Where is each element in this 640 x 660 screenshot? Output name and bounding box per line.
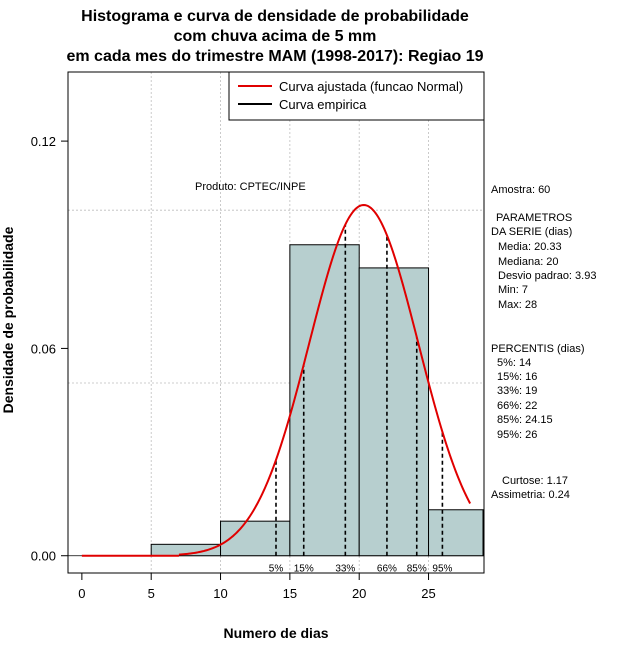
chart-title: Histograma e curva de densidade de proba… <box>66 8 483 65</box>
x-tick-label-5: 25 <box>421 586 435 601</box>
title-line-1: Histograma e curva de densidade de proba… <box>81 8 469 25</box>
stats-panel: Amostra: 60 PARAMETROS DA SERIE (dias) M… <box>491 184 596 501</box>
stat-p15: 15%: 16 <box>497 371 537 383</box>
histogram-bar-3 <box>358 267 430 557</box>
percentile-label-2: 33% <box>335 564 355 575</box>
stat-assimetria: Assimetria: 0.24 <box>491 489 570 501</box>
x-tick-label-3: 15 <box>283 586 297 601</box>
stat-p5: 5%: 14 <box>497 357 531 369</box>
legend-empirical-label: Curva empirica <box>279 97 367 112</box>
x-axis: 0 5 10 15 20 25 <box>78 572 436 601</box>
legend-box <box>228 71 485 121</box>
stat-percentis-title: PERCENTIS (dias) <box>491 343 585 355</box>
title-line-2: com chuva acima de 5 mm <box>174 28 377 45</box>
percentile-label-3: 66% <box>377 564 397 575</box>
curve-layer <box>81 203 472 557</box>
percentile-label-4: 85% <box>407 564 427 575</box>
stat-mediana: Mediana: 20 <box>498 256 559 268</box>
stat-p66: 66%: 22 <box>497 400 537 412</box>
percentile-lines-layer: 5% 15% 33% 66% 85% 95% <box>269 224 453 575</box>
stat-p95: 95%: 26 <box>497 429 537 441</box>
percentile-label-5: 95% <box>432 564 452 575</box>
stat-max: Max: 28 <box>498 299 537 311</box>
stat-param-title-1: PARAMETROS <box>496 212 572 224</box>
percentile-label-0: 5% <box>269 564 284 575</box>
stat-p85: 85%: 24.15 <box>497 414 553 426</box>
y-tick-label-1: 0.06 <box>31 341 56 356</box>
stat-param-title-2: DA SERIE (dias) <box>491 226 572 238</box>
product-label: Produto: CPTEC/INPE <box>195 181 306 193</box>
stat-media: Media: 20.33 <box>498 241 562 253</box>
stat-min: Min: 7 <box>498 284 528 296</box>
histogram-bar-2 <box>289 244 360 557</box>
x-tick-label-1: 5 <box>148 586 155 601</box>
legend: Curva ajustada (funcao Normal) Curva emp… <box>228 71 485 121</box>
fitted-normal-curve <box>178 203 472 556</box>
stat-amostra: Amostra: 60 <box>491 184 550 196</box>
legend-fitted-label: Curva ajustada (funcao Normal) <box>279 79 463 94</box>
histogram-bar-4 <box>428 509 484 557</box>
y-tick-label-2: 0.12 <box>31 134 56 149</box>
x-tick-label-2: 10 <box>213 586 227 601</box>
title-line-3: em cada mes do trimestre MAM (1998-2017)… <box>66 48 483 65</box>
bars-layer <box>150 244 484 557</box>
x-tick-label-0: 0 <box>78 586 85 601</box>
histogram-bar-1 <box>220 520 291 557</box>
stat-curtose: Curtose: 1.17 <box>502 475 568 487</box>
stat-desvio: Desvio padrao: 3.93 <box>498 270 596 282</box>
y-axis-title: Densidade de probabilidade <box>0 226 16 413</box>
x-axis-title: Numero de dias <box>223 625 328 641</box>
x-tick-label-4: 20 <box>352 586 366 601</box>
y-axis: 0.00 0.06 0.12 <box>31 134 69 564</box>
stat-p33: 33%: 19 <box>497 385 537 397</box>
y-tick-label-0: 0.00 <box>31 549 56 564</box>
percentile-label-1: 15% <box>294 564 314 575</box>
